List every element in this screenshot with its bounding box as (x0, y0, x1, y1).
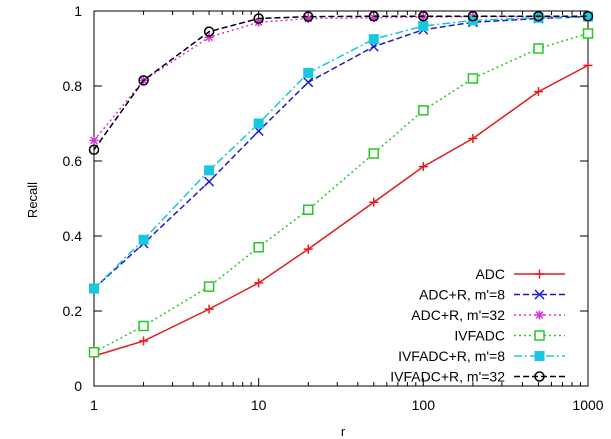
circle-marker (88, 144, 100, 155)
series-line (93, 15, 588, 151)
square-marker (533, 43, 544, 54)
legend-label: IVFADC (454, 328, 505, 344)
y-tick-label: 0.8 (63, 78, 83, 94)
legend-label: ADC+R, m'=8 (419, 287, 505, 303)
series-1 (88, 11, 594, 294)
plus-marker (418, 162, 428, 172)
circle-marker (534, 371, 545, 382)
y-axis-label: Recall (25, 182, 40, 218)
x-tick-label: 100 (412, 397, 436, 413)
legend-entry: ADC+R, m'=32 (411, 307, 565, 323)
square-marker (467, 73, 479, 84)
series-line (93, 64, 589, 357)
filled-square-marker (253, 118, 264, 129)
series-3 (88, 28, 594, 358)
circle-marker (582, 11, 594, 22)
square-marker (302, 204, 314, 215)
x-axis-label: r (341, 424, 346, 439)
legend-entry: IVFADC (454, 328, 565, 344)
axis-ticks (93, 10, 589, 387)
circle-marker (467, 11, 479, 22)
square-marker (138, 320, 149, 332)
square-marker (88, 347, 100, 358)
plus-marker (468, 134, 478, 143)
x-tick-label: 1000 (572, 397, 603, 413)
series-line (93, 32, 589, 353)
plus-marker (583, 60, 593, 70)
legend-label: IVFADC+R, m'=8 (398, 348, 505, 364)
filled-square-marker (534, 351, 545, 361)
circle-marker (533, 11, 544, 22)
filled-square-marker (204, 165, 215, 176)
series-4 (89, 11, 593, 294)
filled-square-marker (418, 21, 429, 31)
square-marker (418, 105, 429, 116)
series-line (93, 15, 589, 290)
plot-frame (93, 10, 589, 387)
circle-marker (418, 11, 429, 22)
plus-marker (204, 304, 214, 314)
y-tick-label: 0.6 (63, 153, 83, 169)
y-tick-label: 1 (74, 3, 82, 19)
y-tick-label: 0.2 (63, 303, 83, 319)
square-marker (253, 242, 264, 253)
legend-label: IVFADC+R, m'=32 (390, 369, 505, 385)
plus-marker (369, 197, 379, 207)
filled-square-marker (89, 283, 99, 294)
series-0 (89, 60, 593, 361)
legend: ADC ADC+R, m'=8 ADC+R, m'=32 IVFADC IVFADC+R… (390, 266, 565, 385)
square-marker (368, 148, 380, 159)
legend-label: ADC+R, m'=32 (411, 307, 505, 323)
x-tick-label: 1 (90, 397, 98, 413)
series-5 (88, 11, 594, 155)
axis-tick-labels: 0 0.2 0.4 0.6 0.8 1 1 10 100 1000 (63, 3, 604, 413)
series-2 (89, 12, 593, 145)
filled-square-marker (138, 234, 149, 245)
x-marker (204, 176, 215, 187)
square-marker (534, 330, 545, 341)
series-line (93, 15, 588, 141)
square-marker (203, 281, 215, 292)
circle-marker (138, 75, 149, 86)
legend-entry: IVFADC+R, m'=32 (390, 369, 565, 385)
circle-marker (368, 11, 380, 22)
legend-entry: ADC+R, m'=8 (419, 287, 565, 303)
plot-border (93, 10, 589, 387)
series-layer (88, 11, 594, 361)
square-marker (582, 28, 594, 39)
circle-marker (203, 26, 215, 37)
plus-marker (535, 269, 544, 279)
series-line (93, 15, 589, 290)
circle-marker (302, 11, 314, 22)
star-marker (535, 310, 544, 320)
legend-label: ADC (475, 266, 505, 282)
plus-marker (533, 87, 543, 97)
y-tick-label: 0 (74, 378, 82, 394)
plus-marker (303, 244, 313, 254)
plus-marker (254, 278, 264, 288)
legend-entry: ADC (475, 266, 565, 282)
star-marker (89, 135, 99, 145)
y-tick-label: 0.4 (63, 228, 83, 244)
filled-square-marker (303, 67, 314, 78)
filled-square-marker (368, 34, 379, 45)
x-marker (303, 77, 314, 88)
legend-entry: IVFADC+R, m'=8 (398, 348, 565, 364)
plus-marker (139, 336, 149, 346)
circle-marker (253, 13, 264, 24)
x-marker (534, 289, 545, 300)
x-tick-label: 10 (251, 397, 267, 413)
